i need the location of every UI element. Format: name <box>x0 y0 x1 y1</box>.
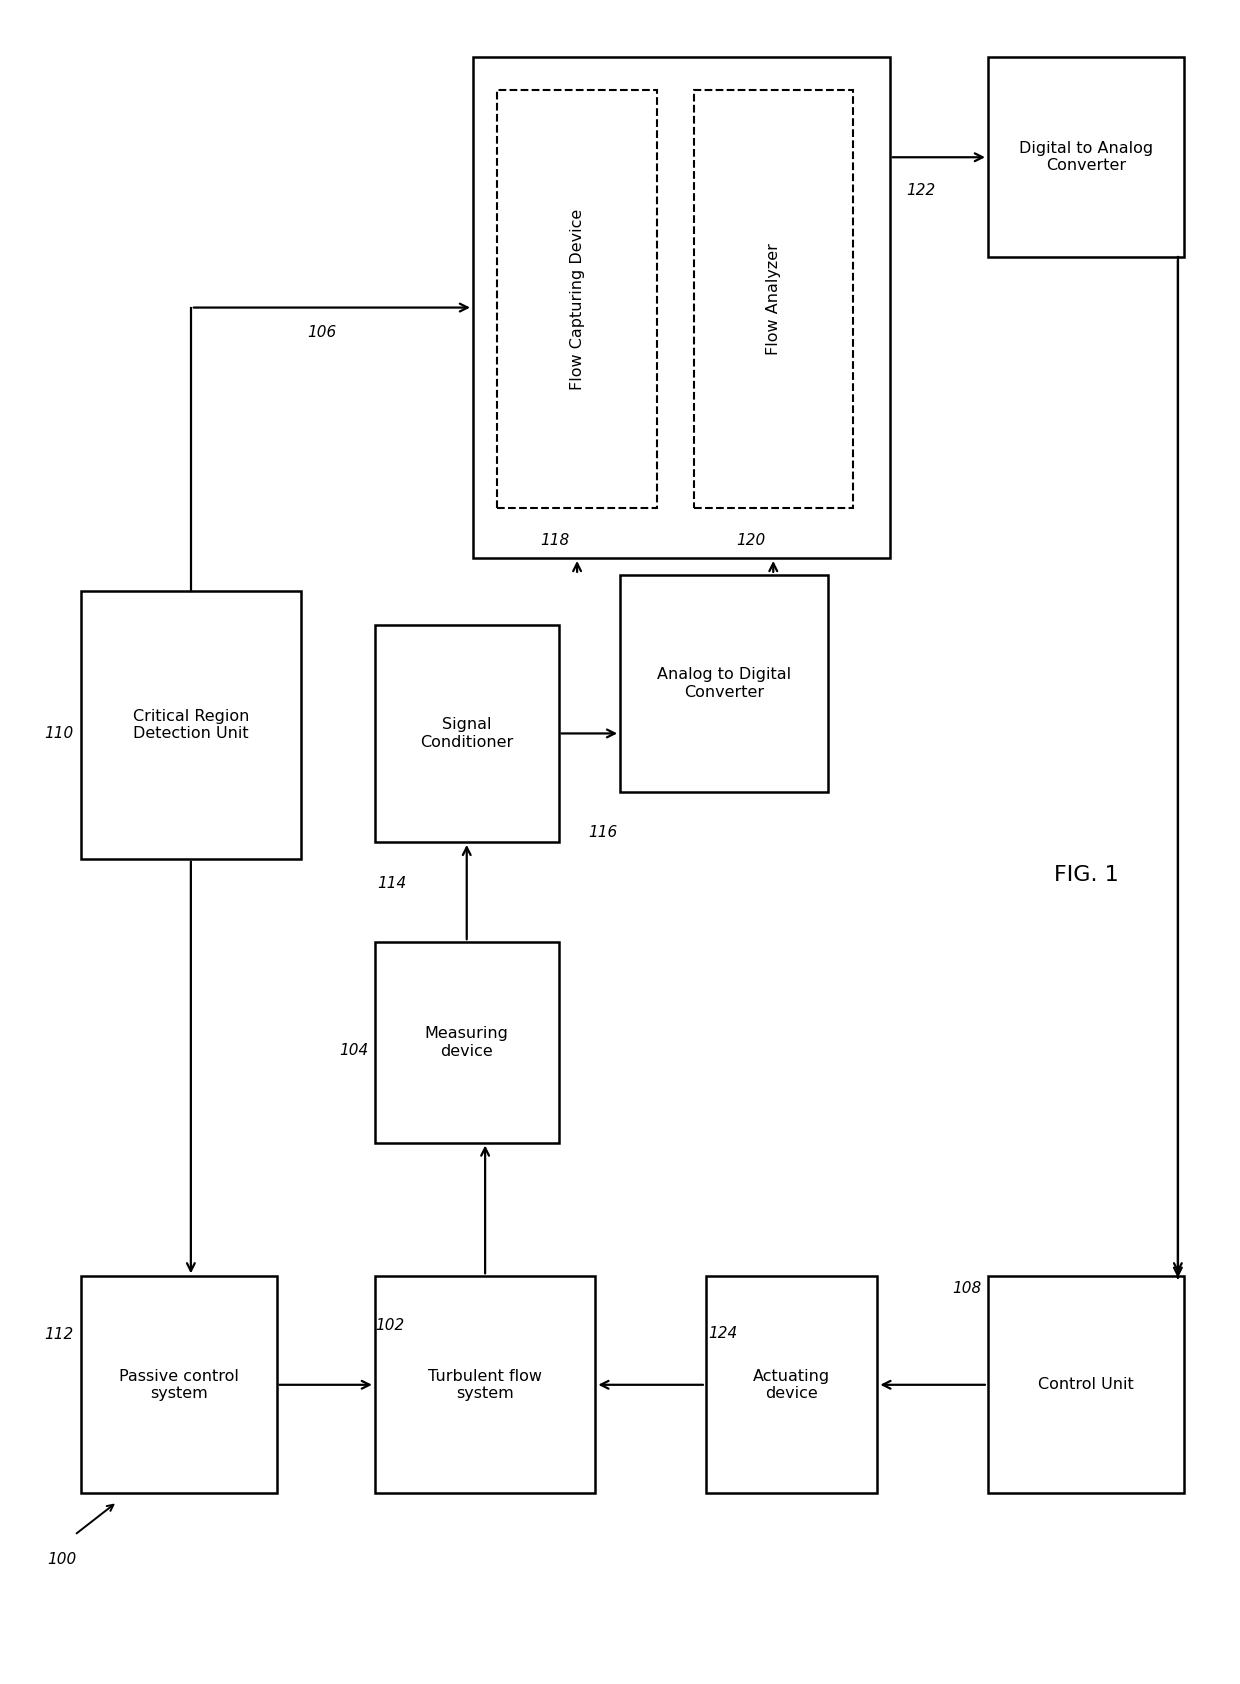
Text: Control Unit: Control Unit <box>1038 1378 1133 1393</box>
Text: Actuating
device: Actuating device <box>753 1369 831 1401</box>
Bar <box>81 591 301 859</box>
Text: 100: 100 <box>47 1551 77 1566</box>
Bar <box>472 57 890 557</box>
Text: Flow Capturing Device: Flow Capturing Device <box>569 209 584 389</box>
Text: 116: 116 <box>588 825 618 840</box>
Text: FIG. 1: FIG. 1 <box>1054 866 1118 886</box>
Text: 108: 108 <box>952 1282 982 1297</box>
Bar <box>81 1276 277 1494</box>
Bar <box>497 91 657 509</box>
Bar <box>374 1276 595 1494</box>
Bar <box>988 57 1184 258</box>
Text: Digital to Analog
Converter: Digital to Analog Converter <box>1019 141 1153 173</box>
Text: Critical Region
Detection Unit: Critical Region Detection Unit <box>133 709 249 741</box>
Text: 112: 112 <box>43 1327 73 1342</box>
Bar <box>374 625 559 842</box>
Text: 118: 118 <box>541 534 569 547</box>
Text: Measuring
device: Measuring device <box>425 1026 508 1059</box>
Text: Turbulent flow
system: Turbulent flow system <box>428 1369 542 1401</box>
Bar <box>706 1276 878 1494</box>
Text: 114: 114 <box>377 876 407 891</box>
Text: Signal
Conditioner: Signal Conditioner <box>420 717 513 749</box>
Text: Analog to Digital
Converter: Analog to Digital Converter <box>657 667 791 699</box>
Text: 122: 122 <box>906 184 935 199</box>
Text: 104: 104 <box>340 1044 368 1058</box>
Text: Flow Analyzer: Flow Analyzer <box>766 242 781 355</box>
Text: Passive control
system: Passive control system <box>119 1369 238 1401</box>
Text: 102: 102 <box>374 1319 404 1334</box>
Text: 110: 110 <box>43 726 73 741</box>
Bar <box>988 1276 1184 1494</box>
Text: 120: 120 <box>737 534 766 547</box>
Bar <box>693 91 853 509</box>
Bar <box>374 943 559 1143</box>
Text: 124: 124 <box>708 1327 738 1342</box>
Text: 106: 106 <box>308 325 336 340</box>
Bar <box>620 574 828 791</box>
